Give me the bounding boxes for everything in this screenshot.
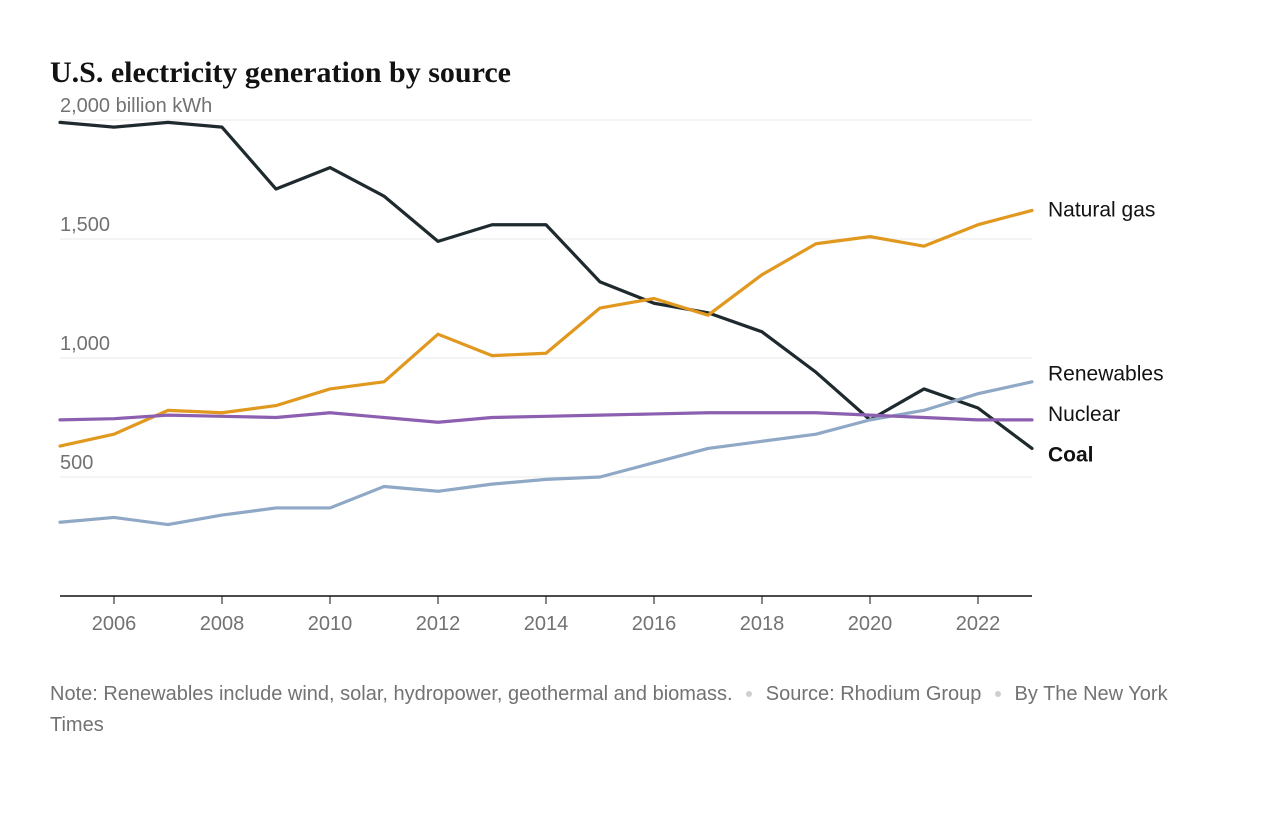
chart-plot: 500 1,000 1,500 2,000 billion kWh 2006 2008 20… — [50, 96, 1222, 661]
y-axis-label: 2,000 billion kWh — [60, 96, 212, 117]
x-axis-label: 2022 — [956, 613, 1001, 635]
series-label-natural-gas: Natural gas — [1048, 198, 1155, 221]
chart-container: U.S. electricity generation by source 50… — [0, 0, 1272, 832]
footnote-note: Note: Renewables include wind, solar, hy… — [50, 683, 733, 705]
x-axis-label: 2012 — [416, 613, 461, 635]
chart-title: U.S. electricity generation by source — [50, 56, 1222, 90]
footnote-separator-icon — [995, 691, 1001, 697]
series-label-nuclear: Nuclear — [1048, 403, 1120, 426]
x-axis-label: 2008 — [200, 613, 245, 635]
series-label-renewables: Renewables — [1048, 363, 1164, 386]
line-chart-svg: 500 1,000 1,500 2,000 billion kWh 2006 2008 20… — [50, 96, 1222, 656]
series-line-renewables — [60, 382, 1032, 525]
chart-footnote: Note: Renewables include wind, solar, hy… — [50, 679, 1222, 741]
footnote-separator-icon — [746, 691, 752, 697]
x-axis-label: 2016 — [632, 613, 677, 635]
x-axis-label: 2014 — [524, 613, 569, 635]
y-axis-label: 1,500 — [60, 214, 110, 236]
y-axis-label: 1,000 — [60, 333, 110, 355]
x-axis-label: 2006 — [92, 613, 137, 635]
x-axis-label: 2018 — [740, 613, 785, 635]
series-line-coal — [60, 122, 1032, 448]
x-axis-label: 2020 — [848, 613, 893, 635]
series-label-coal: Coal — [1048, 444, 1094, 467]
x-axis-label: 2010 — [308, 613, 353, 635]
footnote-source: Source: Rhodium Group — [766, 683, 982, 705]
y-axis-label: 500 — [60, 452, 93, 474]
